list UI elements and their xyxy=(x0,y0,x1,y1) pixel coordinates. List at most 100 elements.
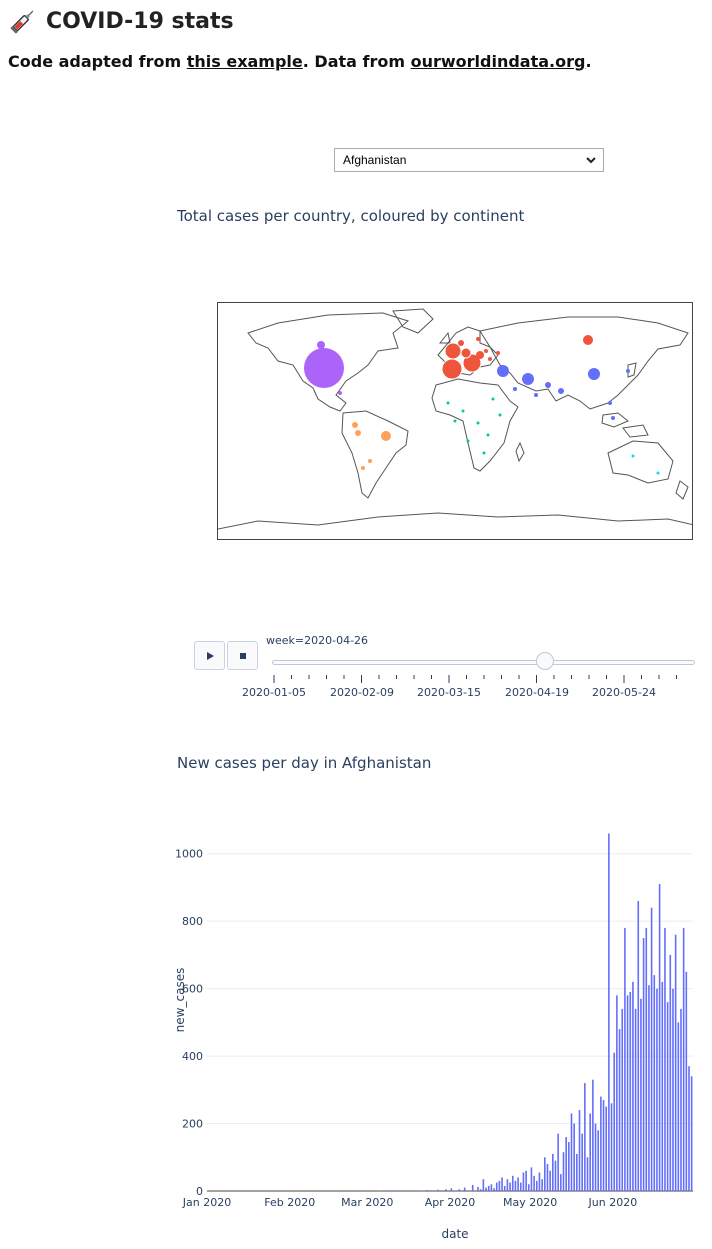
bar xyxy=(640,998,642,1191)
bar xyxy=(517,1177,519,1191)
bar xyxy=(533,1175,535,1191)
page-subtitle: Code adapted from this example. Data fro… xyxy=(8,52,592,71)
bar xyxy=(597,1130,599,1191)
app-title: COVID-19 stats xyxy=(8,4,234,38)
bar xyxy=(562,1152,565,1191)
bar xyxy=(589,1113,591,1191)
slider-tick-label: 2020-02-09 xyxy=(330,686,394,699)
bar xyxy=(479,1189,482,1191)
y-axis-ticks: 0 200 400 600 800 1000 xyxy=(175,848,203,1198)
bar xyxy=(576,1153,578,1191)
bar xyxy=(549,1170,551,1191)
x-tick-label: Feb 2020 xyxy=(264,1196,315,1209)
bar xyxy=(685,971,688,1191)
bar xyxy=(634,1008,637,1191)
bar xyxy=(506,1179,509,1191)
bar xyxy=(653,975,656,1191)
bar xyxy=(560,1174,562,1191)
bar xyxy=(445,1189,447,1191)
bar xyxy=(586,1157,589,1191)
bar xyxy=(592,1079,594,1191)
bar xyxy=(519,1182,522,1191)
slider-ticks xyxy=(273,675,677,683)
bar xyxy=(658,884,661,1191)
syringe-icon xyxy=(10,10,34,34)
bar xyxy=(565,1137,567,1191)
bar xyxy=(434,1190,437,1191)
bars-group xyxy=(378,833,693,1191)
bar xyxy=(613,1052,616,1191)
bar xyxy=(605,1106,608,1191)
play-icon xyxy=(206,651,214,660)
country-select[interactable]: Afghanistan xyxy=(334,148,604,172)
bar xyxy=(509,1182,511,1191)
bar xyxy=(541,1179,543,1191)
world-map[interactable] xyxy=(217,302,693,540)
x-tick-label: Apr 2020 xyxy=(425,1196,476,1209)
bar xyxy=(616,995,618,1191)
example-link[interactable]: this example xyxy=(186,52,303,71)
x-tick-label: Mar 2020 xyxy=(341,1196,393,1209)
bar xyxy=(584,1083,586,1191)
bar xyxy=(618,1029,621,1191)
bar xyxy=(538,1172,541,1191)
bar xyxy=(581,1133,583,1191)
bar xyxy=(495,1182,498,1191)
bar xyxy=(554,1160,557,1191)
x-axis-label: date xyxy=(441,1227,468,1241)
x-tick-label: Jun 2020 xyxy=(588,1196,638,1209)
bar xyxy=(522,1172,525,1191)
y-tick-label: 400 xyxy=(182,1050,203,1063)
bar xyxy=(666,1002,669,1191)
bar xyxy=(527,1184,530,1191)
page-title: COVID-19 stats xyxy=(46,8,234,34)
week-slider-handle[interactable] xyxy=(536,652,555,670)
country-select-value: Afghanistan xyxy=(343,153,407,167)
bar xyxy=(552,1153,554,1191)
bar xyxy=(602,1099,605,1191)
bar xyxy=(650,907,653,1191)
bar xyxy=(568,1142,570,1191)
play-button[interactable] xyxy=(194,641,225,670)
slider-tick-label: 2020-03-15 xyxy=(417,686,481,699)
bar xyxy=(482,1179,485,1191)
bar xyxy=(578,1110,581,1191)
bar xyxy=(674,934,677,1191)
bar xyxy=(426,1189,429,1191)
bar xyxy=(525,1170,527,1191)
bar xyxy=(397,1190,399,1191)
bar xyxy=(632,981,634,1191)
bar xyxy=(490,1184,493,1191)
bar xyxy=(645,927,648,1191)
world-map-svg xyxy=(218,308,692,530)
bar xyxy=(501,1177,503,1191)
bar xyxy=(672,988,674,1191)
y-tick-label: 1000 xyxy=(175,848,203,861)
bar xyxy=(477,1186,479,1191)
ourworldindata-link[interactable]: ourworldindata.org xyxy=(410,52,586,71)
bar xyxy=(573,1123,575,1191)
bar xyxy=(669,954,672,1191)
stop-button[interactable] xyxy=(227,641,258,670)
slider-tick-label: 2020-01-05 xyxy=(242,686,306,699)
bar xyxy=(621,1008,624,1191)
week-slider-track[interactable] xyxy=(272,660,695,665)
bar xyxy=(648,985,650,1191)
bar xyxy=(437,1189,439,1191)
y-tick-label: 800 xyxy=(182,915,203,928)
y-axis-label: new_cases xyxy=(173,968,187,1033)
new-cases-bar-chart[interactable]: 0 200 400 600 800 1000 Jan 2020 Feb 2020 Mar 20… xyxy=(160,820,705,1249)
bar xyxy=(450,1188,453,1191)
bar xyxy=(503,1185,506,1191)
bar xyxy=(629,992,632,1191)
bar xyxy=(682,927,685,1191)
bar xyxy=(487,1185,490,1191)
bar xyxy=(600,1096,602,1191)
slider-tick-label: 2020-04-19 xyxy=(505,686,569,699)
y-tick-label: 600 xyxy=(182,983,203,996)
bar xyxy=(688,1066,690,1191)
bar xyxy=(608,833,610,1191)
bar xyxy=(570,1113,573,1191)
bar xyxy=(557,1133,559,1191)
bar xyxy=(511,1175,514,1191)
